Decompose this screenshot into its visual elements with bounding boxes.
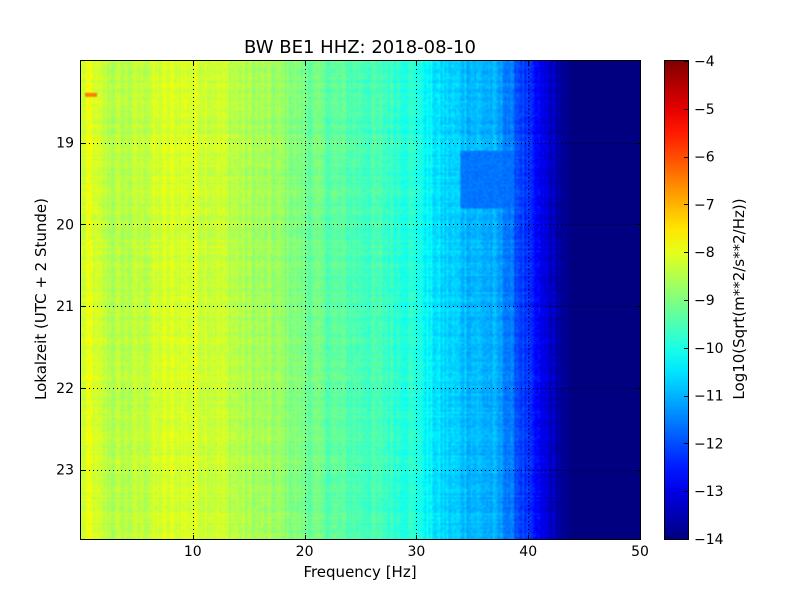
x-tick-label: 20 — [296, 544, 314, 560]
colorbar-tick-label: −7 — [694, 197, 715, 213]
colorbar-fill — [665, 61, 688, 539]
colorbar-tick-label: −6 — [694, 150, 715, 166]
y-tick-label: 21 — [56, 299, 74, 315]
colorbar-tick-label: −10 — [694, 341, 724, 357]
colorbar-ticks: −4 −5 −6 −7 −8 −9 −10 −11 −12 −13 −14 — [684, 54, 724, 548]
colorbar-label: Log10(Sqrt(m**2/s**2/Hz)) — [730, 198, 748, 399]
x-tick-label: 40 — [519, 544, 537, 560]
colorbar-tick-label: −11 — [694, 389, 724, 405]
x-tick-label: 30 — [407, 544, 425, 560]
heatmap-image — [81, 61, 640, 539]
y-tick-label: 19 — [56, 136, 74, 152]
colorbar-frame — [664, 60, 689, 540]
x-axis-label: Frequency [Hz] — [303, 563, 416, 581]
y-axis-label: Lokalzeit (UTC + 2 Stunde) — [32, 198, 50, 400]
colorbar-tick-label: −5 — [694, 102, 715, 118]
y-tick-label: 20 — [56, 217, 74, 233]
y-tick-label: 22 — [56, 381, 74, 397]
x-tick-label: 50 — [631, 544, 649, 560]
colorbar-tick-label: −9 — [694, 293, 715, 309]
colorbar-tick-label: −8 — [694, 245, 715, 261]
x-tick-label: 10 — [184, 544, 202, 560]
x-axis-ticks: 10 20 30 40 50 — [184, 61, 649, 560]
y-axis-ticks: 19 20 21 22 23 — [56, 136, 640, 479]
spectrogram-heatmap — [81, 61, 640, 539]
y-tick-label: 23 — [56, 463, 74, 479]
colorbar-tick-label: −14 — [694, 532, 724, 548]
colorbar-tick-label: −4 — [694, 54, 715, 70]
colorbar-gradient — [665, 61, 688, 539]
plot-frame — [80, 60, 641, 540]
colorbar-tick-label: −13 — [694, 484, 724, 500]
chart-title: BW BE1 HHZ: 2018-08-10 — [244, 37, 476, 58]
colorbar-tick-label: −12 — [694, 436, 724, 452]
